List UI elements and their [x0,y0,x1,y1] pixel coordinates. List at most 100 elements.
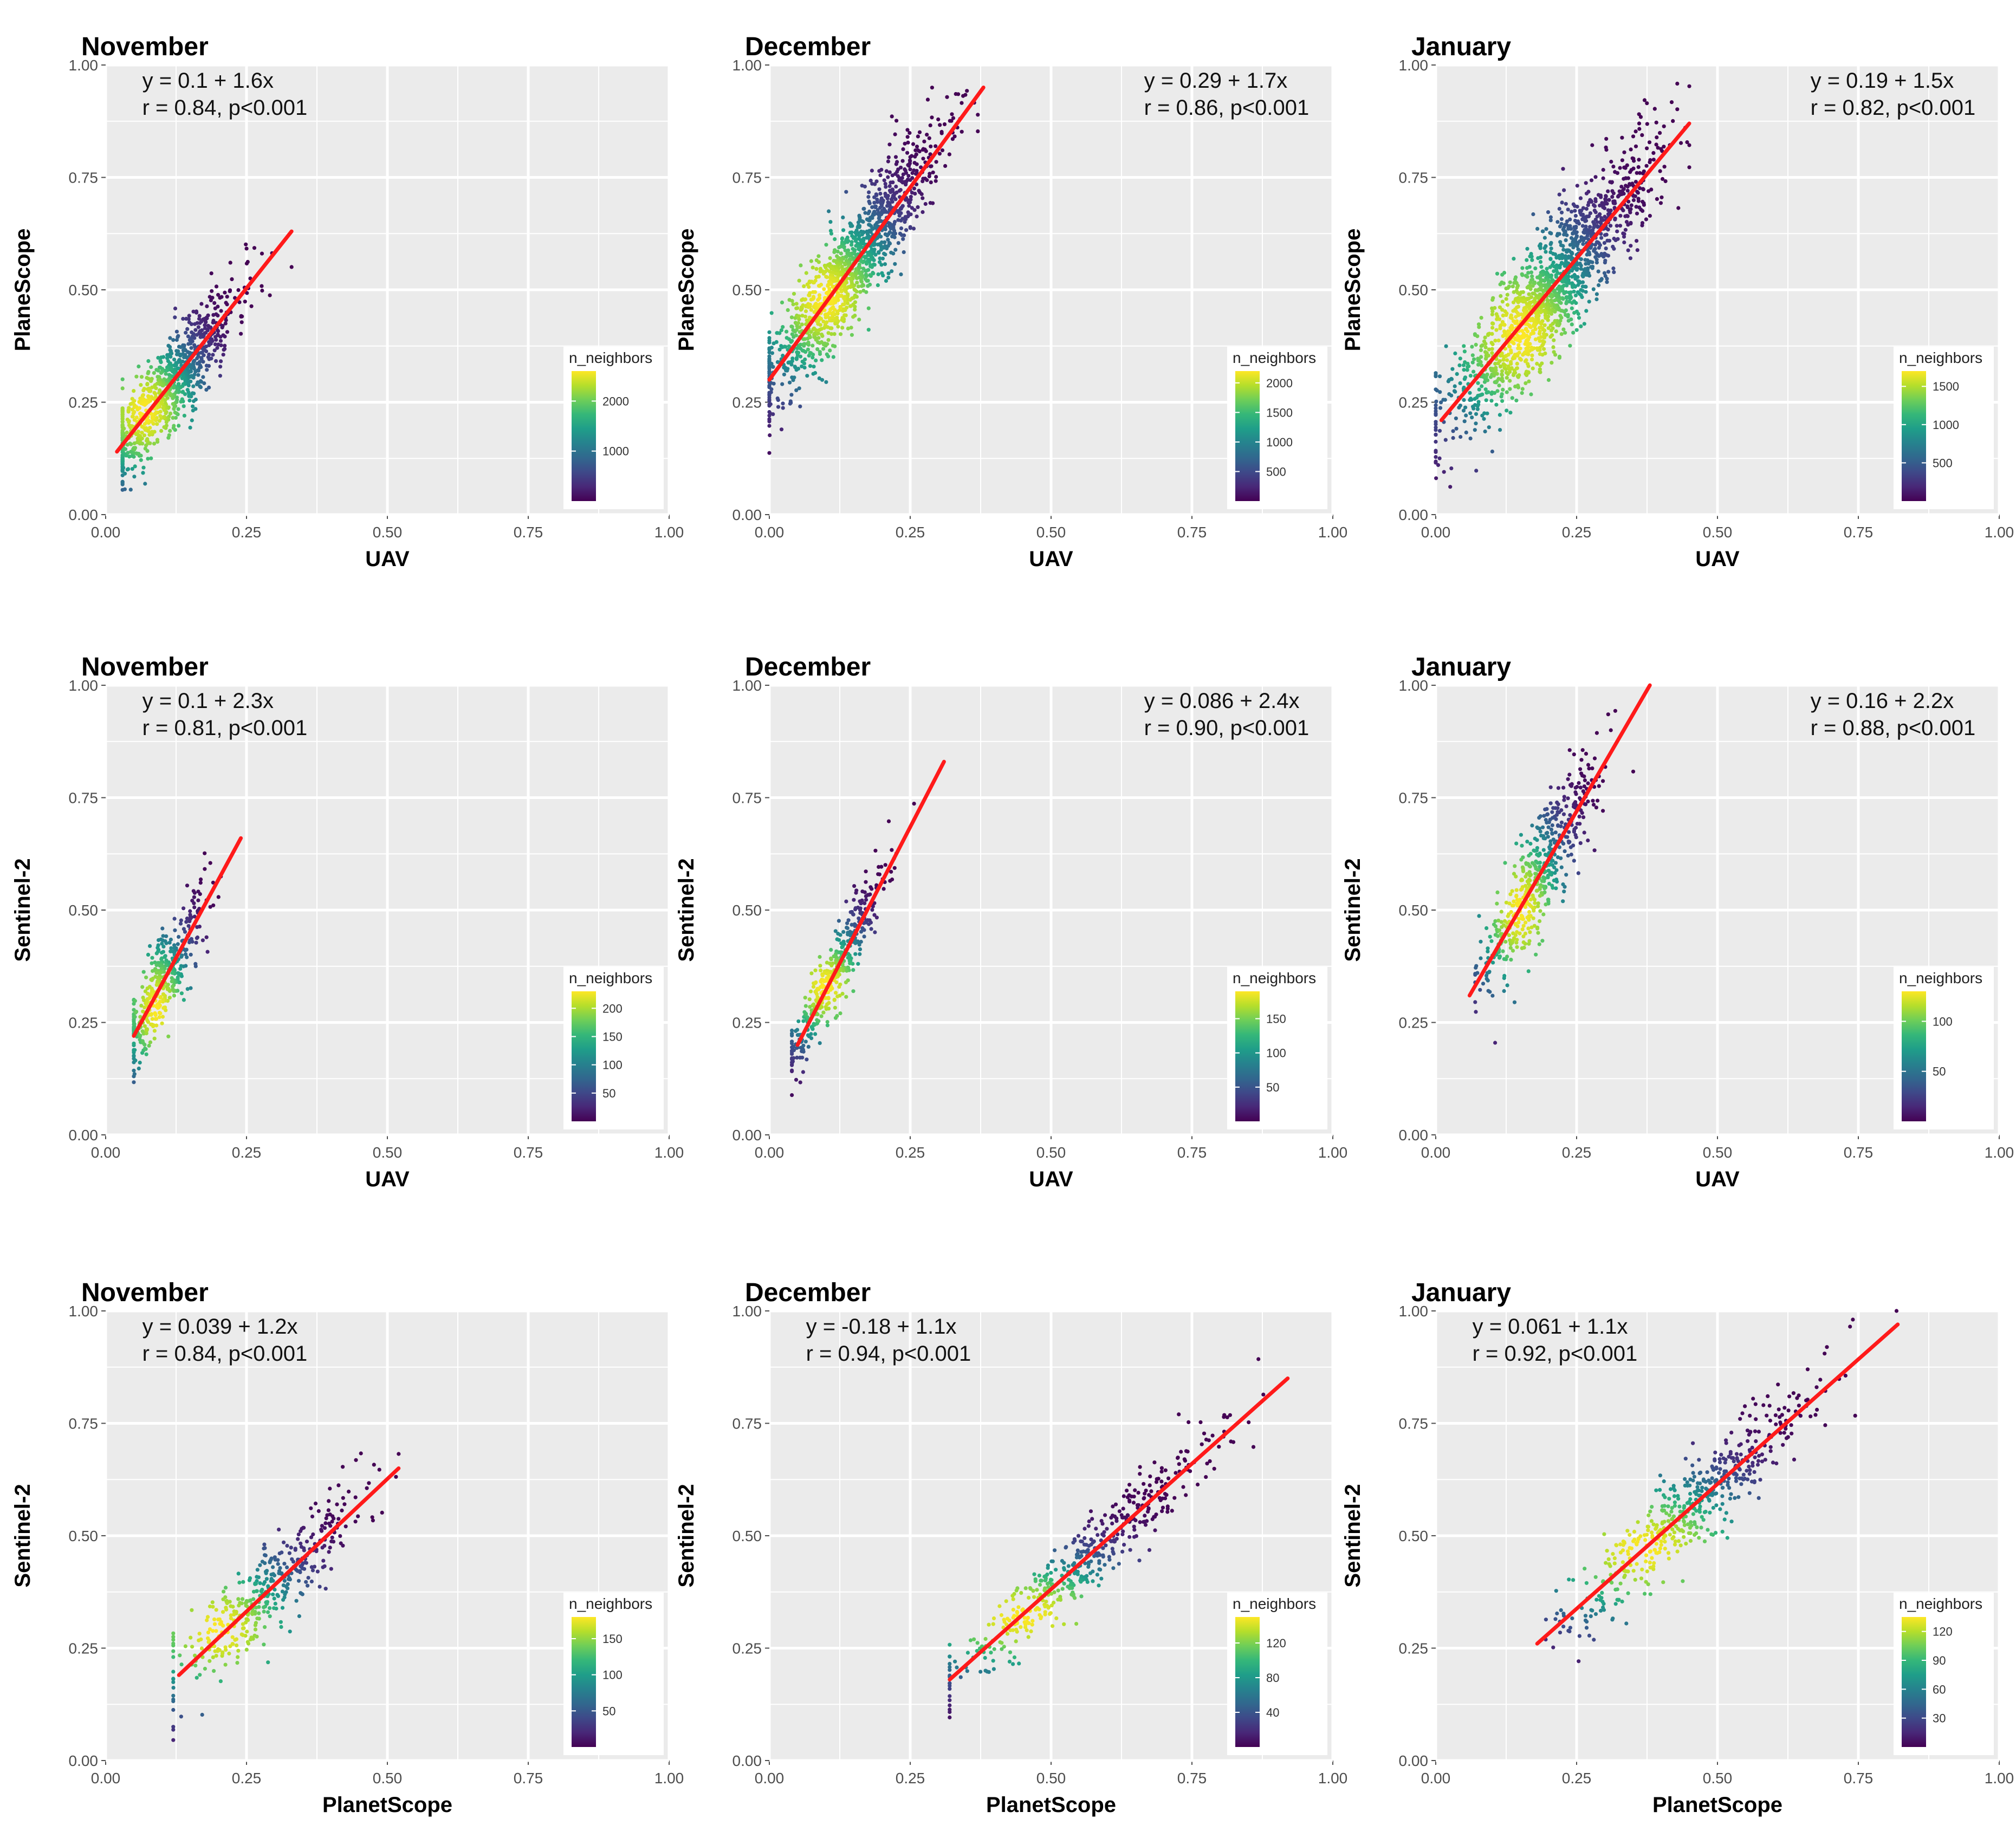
regression-line [115,229,294,454]
scatter-point [1622,177,1626,181]
scatter-point [133,1015,137,1019]
scatter-point [187,320,191,324]
scatter-point [132,1072,137,1076]
scatter-point [191,408,195,413]
scatter-point [1573,209,1577,213]
scatter-point [889,190,893,194]
scatter-point [1515,366,1519,371]
scatter-point [154,1004,159,1009]
scatter-point [965,89,969,93]
scatter-point [883,181,887,186]
scatter-point [1570,322,1574,327]
scatter-point [878,173,883,178]
scatter-point [1493,1041,1498,1045]
scatter-point [1551,251,1555,256]
scatter-point [1482,417,1486,421]
scatter-point [1576,247,1580,251]
scatter-point [1480,392,1485,397]
scatter-point [1559,217,1564,222]
scatter-point [1594,731,1599,735]
scatter-point [1538,246,1542,250]
scatter-point [1623,228,1628,232]
scatter-point [806,347,810,352]
scatter-point [906,210,910,215]
scatter-point [1555,323,1559,327]
scatter-point [1515,361,1519,366]
scatter-point [797,278,801,283]
scatter-point [900,176,904,180]
scatter-point [1599,195,1603,199]
scatter-point [1601,167,1605,172]
scatter-point [821,320,826,324]
scatter-point [936,117,941,121]
scatter-point [168,428,172,433]
scatter-point [157,391,161,395]
scatter-point [184,330,188,335]
scatter-point [831,343,835,348]
scatter-point [889,180,893,185]
x-tick-label: 0.00 [755,1144,785,1161]
scatter-point [1474,469,1479,473]
scatter-point [168,345,172,349]
y-tick-label: 0.50 [69,902,99,919]
scatter-point [1536,256,1540,261]
scatter-point [1658,201,1663,205]
scatter-point [1516,384,1520,388]
scatter-point [195,925,199,929]
scatter-point [218,296,222,300]
scatter-point [138,1034,142,1038]
scatter-point [1573,293,1578,298]
scatter-point [792,291,796,296]
scatter-point [1566,796,1570,801]
scatter-point [185,327,190,332]
scatter-point [863,277,867,281]
scatter-point [212,348,217,353]
scatter-point [260,251,264,256]
scatter-point [159,371,164,375]
scatter-point [1558,224,1563,229]
scatter-point [841,930,846,934]
scatter-point [1586,203,1590,207]
scatter-point [204,935,209,939]
scatter-point [1645,101,1649,106]
scatter-point [889,250,893,255]
scatter-point [868,230,873,234]
scatter-point [208,905,212,909]
scatter-point [928,152,932,157]
scatter-point [847,254,852,258]
scatter-point [948,119,952,123]
scatter-point [893,248,898,252]
scatter-point [807,285,811,289]
scatter-point [1581,230,1586,235]
scatter-point [1640,133,1644,137]
scatter-point [191,384,196,388]
x-tick-label: 0.25 [896,524,925,541]
scatter-point [184,316,189,321]
scatter-point [811,265,815,270]
scatter-point [776,405,781,409]
scatter-point [1578,196,1583,200]
scatter-point [1655,197,1659,201]
scatter-point [781,325,785,329]
scatter-point [796,1019,801,1023]
x-tick-label: 0.75 [1177,1144,1207,1161]
scatter-point [1544,250,1548,254]
scatter-point [185,355,189,360]
scatter-point [821,347,826,351]
scatter-point [1637,121,1642,126]
scatter-point [976,129,980,133]
scatter-point [824,979,828,983]
scatter-point [844,995,848,999]
scatter-point [127,406,131,410]
scatter-point [1578,796,1582,800]
scatter-point [1564,301,1568,306]
scatter-point [154,1017,159,1021]
legend-title: n_neighbors [1899,349,1982,366]
scatter-point [849,326,853,330]
scatter-point [790,1093,794,1097]
scatter-point [864,262,869,266]
scatter-point [1599,236,1604,240]
scatter-point [859,278,864,283]
scatter-point [1451,436,1455,440]
scatter-point [1434,439,1438,444]
